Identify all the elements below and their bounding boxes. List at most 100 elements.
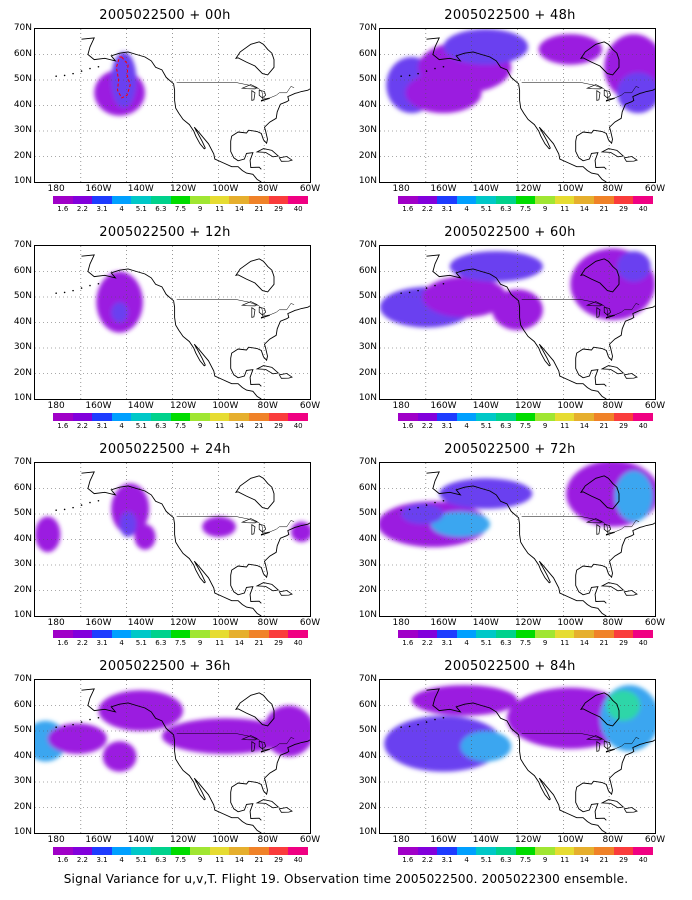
colorbar-label: 5.1 <box>480 205 492 213</box>
colorbar-swatch <box>170 413 191 421</box>
latitude-label: 20N <box>358 801 377 812</box>
coastline <box>575 739 655 821</box>
colorbar-label: 40 <box>293 205 303 213</box>
coastline <box>426 254 607 399</box>
lake-outline <box>258 740 267 750</box>
colorbar-swatch <box>53 196 73 204</box>
colorbar <box>398 630 653 638</box>
lake-outline <box>605 98 615 102</box>
latitude-label: 30N <box>13 125 32 135</box>
island-dot <box>97 282 100 285</box>
latitude-label: 40N <box>13 316 32 327</box>
latitude-label: 50N <box>13 291 32 301</box>
island-dot <box>89 67 91 70</box>
colorbar-label: 1.6 <box>57 205 69 213</box>
map-area <box>34 679 311 834</box>
colorbar-label: 21 <box>254 856 264 864</box>
colorbar-swatch <box>554 196 575 204</box>
island-dot <box>408 74 411 77</box>
variance-shading <box>35 516 61 553</box>
colorbar-label: 6.3 <box>155 422 167 430</box>
coastline <box>81 471 262 616</box>
border-line <box>521 82 640 100</box>
hudson-bay-outline <box>580 41 620 76</box>
lake-outline <box>605 532 615 536</box>
colorbar-swatch <box>72 847 93 855</box>
panel-title: 2005022500 + 72h <box>444 442 576 457</box>
colorbar-label: 5.1 <box>480 422 492 430</box>
colorbar-swatch <box>633 413 653 421</box>
colorbar-label: 3.1 <box>96 205 108 213</box>
colorbar-swatch <box>535 413 555 421</box>
lake-outline <box>260 98 270 102</box>
variance-shading <box>401 503 444 525</box>
map-area <box>379 462 656 617</box>
colorbar <box>398 196 653 204</box>
colorbar-label: 3.1 <box>441 205 453 213</box>
lake-outline <box>605 315 615 319</box>
colorbar-label: 3.1 <box>96 856 108 864</box>
colorbar-label: 14 <box>579 205 589 213</box>
island-dot <box>400 292 402 294</box>
colorbar-swatch <box>398 413 418 421</box>
lake-outline <box>603 523 612 533</box>
map-area <box>34 462 311 617</box>
coastline <box>426 688 607 833</box>
variance-shading <box>430 511 490 537</box>
island-dot <box>425 721 428 723</box>
longitude-label: 100W <box>557 835 584 845</box>
latitude-label: 60N <box>358 265 377 276</box>
colorbar-label: 9 <box>197 639 203 647</box>
island-outline <box>255 799 280 809</box>
colorbar-swatch <box>229 413 250 421</box>
colorbar-label: 1.6 <box>402 422 414 430</box>
map-panel: 2005022500 + 72h 70N 60N 50N 40N 30N 20N 10N 180… <box>345 442 675 654</box>
map-area <box>379 679 656 834</box>
colorbar-label: 2.2 <box>76 422 88 430</box>
colorbar-label: 21 <box>599 205 609 213</box>
colorbar-swatch <box>633 847 653 855</box>
coastline <box>230 305 310 387</box>
island-dot <box>72 723 74 726</box>
colorbar-label: 5.1 <box>135 639 147 647</box>
colorbar-label: 21 <box>599 639 609 647</box>
lake-outline <box>260 532 270 536</box>
colorbar-swatch <box>229 847 250 855</box>
latitude-label: 70N <box>13 457 32 467</box>
hudson-bay-outline <box>235 475 275 510</box>
variance-shading <box>411 685 518 716</box>
colorbar-swatch <box>417 413 438 421</box>
variance-shading <box>134 524 156 550</box>
variance-shading <box>119 511 137 537</box>
longitude-label: 80W <box>257 184 278 194</box>
colorbar-label: 4 <box>119 639 124 647</box>
longitude-label: 160W <box>85 401 112 411</box>
colorbar-swatch <box>496 196 516 204</box>
lake-outline <box>596 90 601 101</box>
border-line <box>176 516 295 534</box>
colorbar-swatch <box>437 413 457 421</box>
latitude-label: 20N <box>13 367 32 378</box>
island-dot <box>400 509 402 511</box>
colorbar-label: 7.5 <box>174 205 187 213</box>
colorbar-swatch <box>111 196 132 204</box>
longitude-label: 180 <box>392 184 410 194</box>
colorbar-swatch <box>476 630 497 638</box>
colorbar-swatch <box>131 630 152 638</box>
variance-shading <box>606 690 641 721</box>
colorbar-swatch <box>633 630 653 638</box>
colorbar-label: 7.5 <box>174 856 187 864</box>
border-line <box>176 82 295 100</box>
colorbar-swatch <box>190 196 210 204</box>
longitude-label: 140W <box>127 184 154 194</box>
colorbar-label: 21 <box>599 422 609 430</box>
panel-title: 2005022500 + 36h <box>99 659 231 674</box>
variance-shading <box>161 718 289 754</box>
longitude-label: 120W <box>515 184 542 194</box>
coastline <box>230 739 310 821</box>
longitude-label: 80W <box>602 184 623 194</box>
panel-title: 2005022500 + 00h <box>99 8 231 23</box>
colorbar-label: 9 <box>197 422 203 430</box>
lake-outline <box>603 306 612 316</box>
longitude-label: 60W <box>299 618 321 628</box>
